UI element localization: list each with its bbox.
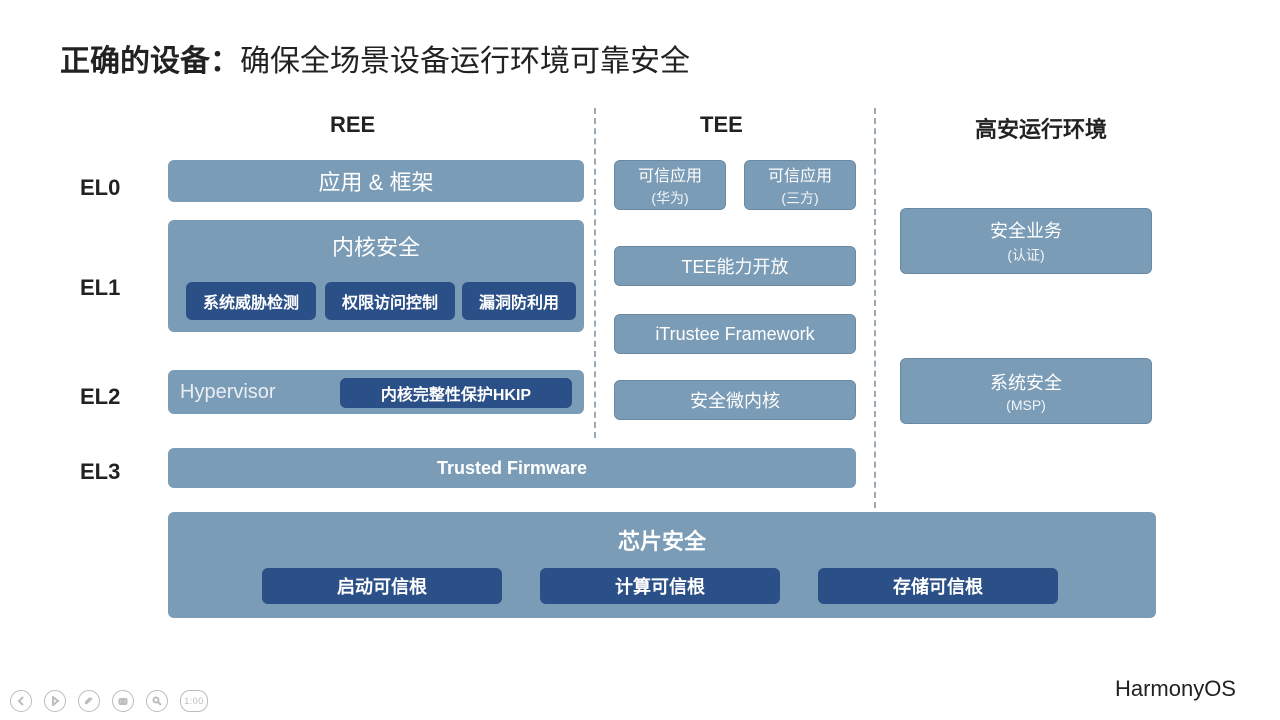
ree-el1-item-1: 权限访问控制: [325, 282, 455, 320]
header-tee: TEE: [700, 112, 743, 138]
trusted-firmware: Trusted Firmware: [168, 448, 856, 488]
high-sys: 系统安全 (MSP): [900, 358, 1152, 424]
tee-app-huawei: 可信应用 (华为): [614, 160, 726, 210]
edit-button[interactable]: [78, 690, 100, 712]
label-el2: EL2: [80, 384, 120, 410]
tee-app-3rdparty: 可信应用 (三方): [744, 160, 856, 210]
chip-item-2: 存储可信根: [818, 568, 1058, 604]
ree-el1-title: 内核安全: [332, 230, 420, 262]
title-bold: 正确的设备：: [60, 45, 240, 78]
tee-microkernel: 安全微内核: [614, 380, 856, 420]
player-toolbar: 1:00: [10, 690, 208, 712]
divider-2: [874, 108, 876, 508]
chip-title: 芯片安全: [618, 524, 706, 556]
label-el1: EL1: [80, 275, 120, 301]
header-high: 高安运行环境: [975, 112, 1107, 144]
brand-label: HarmonyOS: [1115, 676, 1236, 702]
tee-capability-open: TEE能力开放: [614, 246, 856, 286]
ree-el0-text: 应用 & 框架: [319, 165, 434, 197]
prev-button[interactable]: [10, 690, 32, 712]
title-rest: 确保全场景设备运行环境可靠安全: [240, 45, 690, 78]
slide: 正确的设备：确保全场景设备运行环境可靠安全 REE TEE 高安运行环境 EL0…: [0, 0, 1280, 720]
zoom-button[interactable]: [146, 690, 168, 712]
divider-1: [594, 108, 596, 438]
play-button[interactable]: [44, 690, 66, 712]
screenshot-button[interactable]: [112, 690, 134, 712]
ree-el1-item-2: 漏洞防利用: [462, 282, 576, 320]
header-ree: REE: [330, 112, 375, 138]
chip-item-1: 计算可信根: [540, 568, 780, 604]
high-biz: 安全业务 (认证): [900, 208, 1152, 274]
ree-el1-item-0: 系统威胁检测: [186, 282, 316, 320]
ree-el2-hkip: 内核完整性保护HKIP: [340, 378, 572, 408]
time-pill[interactable]: 1:00: [180, 690, 208, 712]
tee-itrustee-framework: iTrustee Framework: [614, 314, 856, 354]
label-el0: EL0: [80, 175, 120, 201]
ree-el0-box: 应用 & 框架: [168, 160, 584, 202]
label-el3: EL3: [80, 459, 120, 485]
page-title: 正确的设备：确保全场景设备运行环境可靠安全: [60, 36, 690, 80]
chip-item-0: 启动可信根: [262, 568, 502, 604]
ree-el2-hypervisor: Hypervisor: [180, 381, 276, 404]
